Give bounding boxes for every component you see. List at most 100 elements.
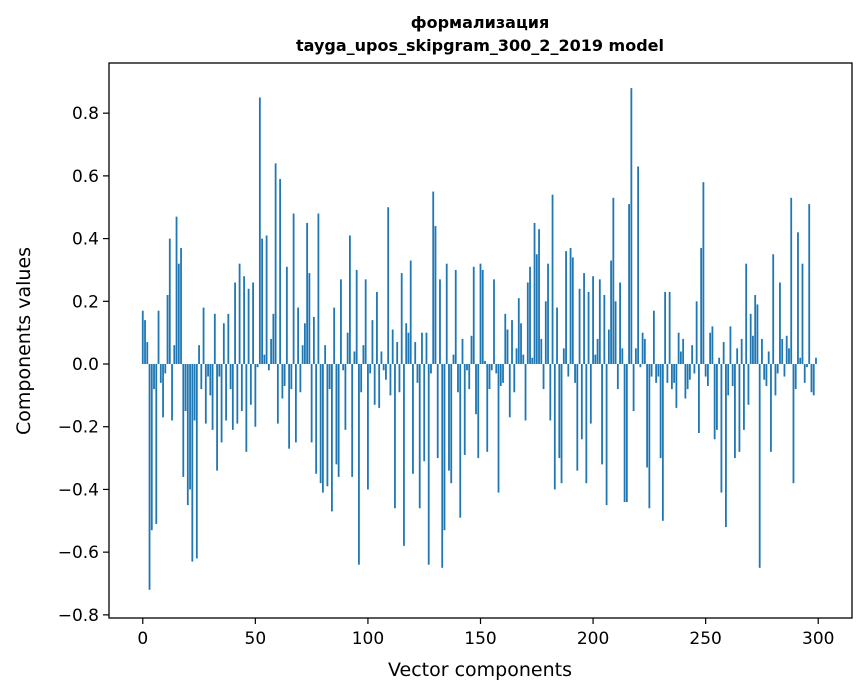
bar: [364, 279, 367, 365]
bar: [400, 273, 403, 365]
bar: [729, 326, 732, 365]
bar: [168, 238, 171, 365]
bar: [477, 364, 480, 459]
bar: [698, 364, 700, 433]
bar: [358, 364, 360, 565]
bar: [718, 357, 721, 365]
bar: [628, 204, 630, 365]
x-tick-label: 300: [802, 629, 834, 649]
bar: [403, 364, 405, 546]
bar: [734, 364, 736, 459]
bar: [783, 364, 786, 377]
bar: [335, 364, 338, 465]
bar: [256, 364, 259, 368]
bar: [695, 301, 698, 365]
bar: [207, 364, 209, 377]
bar: [378, 364, 381, 408]
bar: [571, 257, 574, 365]
bar: [321, 364, 324, 493]
bar: [331, 364, 333, 512]
bar: [657, 364, 660, 377]
bar: [229, 364, 232, 390]
bar: [450, 364, 453, 484]
bar: [376, 291, 378, 365]
bar: [272, 313, 275, 365]
bar: [745, 263, 748, 365]
bar: [731, 364, 734, 386]
bar: [423, 364, 426, 462]
bar: [736, 348, 739, 365]
bar: [522, 354, 525, 365]
bar: [560, 364, 563, 484]
bar: [785, 335, 788, 365]
x-tick-label: 200: [577, 629, 609, 649]
bar: [398, 364, 401, 393]
y-tick-label: 0.6: [72, 167, 99, 187]
bar: [346, 332, 349, 365]
bar: [605, 364, 608, 506]
bar: [673, 364, 676, 383]
bar: [792, 364, 795, 484]
bar: [144, 320, 146, 365]
bar: [684, 364, 687, 399]
bar: [725, 364, 727, 528]
bar: [538, 229, 540, 365]
bar: [290, 364, 293, 390]
bar: [659, 364, 662, 459]
bar: [562, 348, 565, 365]
bar: [414, 342, 417, 365]
bar: [693, 364, 696, 374]
bar: [716, 364, 718, 430]
bar: [227, 313, 230, 365]
bar: [619, 282, 621, 365]
bar: [319, 364, 322, 484]
bar: [797, 232, 799, 365]
bar: [508, 364, 511, 418]
bar: [238, 263, 241, 365]
bar: [616, 364, 619, 390]
bar: [312, 316, 315, 365]
bar: [774, 364, 777, 396]
bar: [806, 364, 808, 368]
bar: [457, 364, 459, 393]
bar: [668, 291, 671, 365]
bar: [276, 364, 279, 424]
bar: [396, 342, 399, 365]
bar: [463, 364, 466, 455]
bar: [470, 335, 473, 365]
bar: [596, 338, 599, 365]
bar: [646, 364, 649, 468]
bar: [583, 273, 585, 365]
bar: [184, 364, 187, 412]
bar: [781, 338, 784, 365]
bar: [632, 364, 635, 412]
bar: [790, 197, 793, 365]
chart-title: формализация: [411, 13, 550, 32]
bar: [700, 248, 703, 365]
bar: [495, 364, 498, 374]
bar: [263, 354, 266, 365]
bar: [360, 364, 363, 393]
bar: [173, 345, 176, 365]
bar: [427, 364, 430, 565]
bar: [565, 251, 567, 365]
bar: [812, 364, 815, 396]
bar: [799, 357, 802, 365]
bar: [459, 364, 462, 518]
bar: [589, 364, 592, 424]
bar: [650, 364, 653, 377]
bar: [234, 282, 236, 365]
bar: [634, 348, 637, 365]
bar: [765, 364, 768, 386]
bar: [448, 364, 450, 471]
bar: [547, 263, 549, 365]
bar: [484, 360, 486, 365]
bar: [481, 269, 484, 365]
bar: [549, 364, 552, 421]
bar: [610, 260, 612, 365]
bar: [409, 260, 412, 365]
bar: [418, 364, 421, 509]
bar: [461, 338, 464, 365]
bar: [148, 364, 151, 590]
